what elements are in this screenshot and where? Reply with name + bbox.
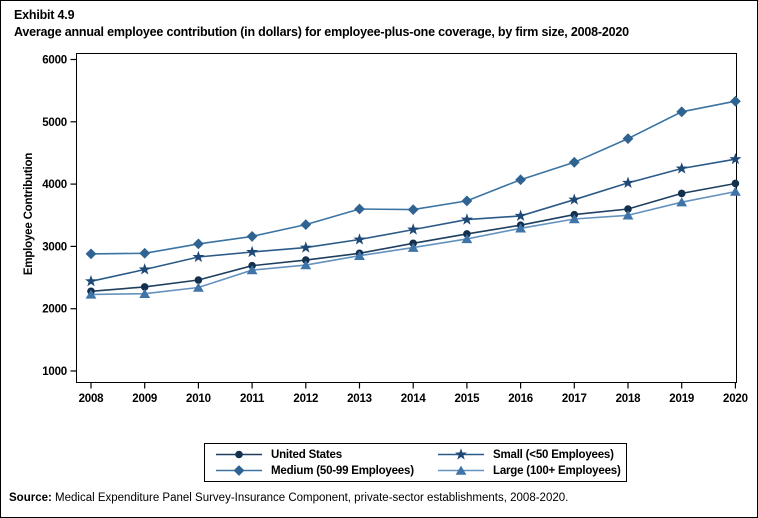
small-firms-star-marker-icon bbox=[438, 448, 484, 460]
data-point-diamond bbox=[622, 133, 634, 145]
data-point-diamond bbox=[568, 156, 580, 168]
data-point-star bbox=[85, 274, 97, 287]
data-point-star bbox=[514, 209, 527, 221]
x-tick-label: 2019 bbox=[669, 393, 694, 405]
data-point-diamond bbox=[730, 95, 741, 107]
plot-frame bbox=[76, 53, 737, 383]
data-point-star bbox=[138, 263, 151, 275]
data-point-diamond bbox=[676, 106, 688, 118]
data-point-triangle bbox=[139, 288, 151, 298]
y-tick-label: 4000 bbox=[42, 179, 67, 191]
data-point-circle bbox=[140, 283, 149, 291]
title-block: Exhibit 4.9 Average annual employee cont… bbox=[14, 7, 754, 41]
large-firms-triangle-marker-icon bbox=[438, 465, 484, 475]
x-tick-label: 2015 bbox=[455, 393, 481, 405]
data-point-star bbox=[455, 448, 467, 460]
x-tick-label: 2011 bbox=[240, 393, 265, 405]
x-tick-label: 2020 bbox=[723, 393, 748, 405]
series-medium-50-99-employees bbox=[85, 95, 741, 260]
legend-label: United States bbox=[271, 448, 342, 461]
legend-label: Large (100+ Employees) bbox=[493, 464, 621, 477]
data-point-star bbox=[192, 250, 205, 263]
chart-legend: United States Small (<50 Employees) Medi… bbox=[204, 443, 627, 482]
data-point-diamond bbox=[246, 231, 258, 242]
y-tick-label: 1000 bbox=[42, 366, 67, 378]
data-point-diamond bbox=[233, 465, 245, 476]
y-tick-label: 2000 bbox=[42, 304, 67, 316]
data-point-star bbox=[353, 233, 366, 245]
legend-entry-large: Large (100+ Employees) bbox=[436, 463, 621, 478]
data-point-triangle bbox=[407, 242, 419, 252]
x-tick-label: 2018 bbox=[616, 393, 642, 405]
legend-entry-medium: Medium (50-99 Employees) bbox=[214, 463, 436, 478]
y-tick-label: 6000 bbox=[42, 55, 67, 67]
series-united-states bbox=[87, 179, 740, 296]
data-point-diamond bbox=[139, 247, 151, 259]
data-point-triangle bbox=[193, 282, 204, 292]
data-point-star bbox=[246, 245, 259, 258]
source-label: Source: bbox=[9, 492, 52, 504]
data-point-circle bbox=[302, 256, 310, 264]
x-tick-label: 2014 bbox=[401, 393, 427, 405]
x-tick-label: 2009 bbox=[132, 393, 157, 405]
data-point-circle bbox=[677, 189, 686, 198]
data-point-triangle bbox=[515, 223, 526, 233]
data-point-triangle bbox=[676, 197, 688, 207]
source-note: Source: Medical Expenditure Panel Survey… bbox=[9, 492, 568, 504]
data-point-star bbox=[622, 176, 634, 188]
medium-firms-diamond-marker-icon bbox=[216, 465, 262, 476]
chart-title: Average annual employee contribution (in… bbox=[14, 25, 629, 39]
x-tick-label: 2012 bbox=[293, 393, 318, 405]
line-chart: 1000 2000 3000 4000 5000 6000 2008 2009 2010 2011… bbox=[23, 53, 748, 405]
data-point-diamond bbox=[461, 195, 473, 207]
data-point-circle bbox=[731, 179, 740, 188]
data-point-triangle bbox=[354, 250, 365, 260]
legend-entry-small: Small (<50 Employees) bbox=[436, 447, 621, 462]
x-tick-label: 2016 bbox=[508, 393, 533, 405]
data-point-circle bbox=[624, 205, 632, 213]
exhibit-label: Exhibit 4.9 bbox=[14, 8, 75, 22]
source-text: Medical Expenditure Panel Survey-Insuran… bbox=[51, 492, 569, 504]
series-line bbox=[90, 158, 736, 283]
y-axis-label: Employee Contribution bbox=[23, 153, 35, 275]
data-point-diamond bbox=[85, 248, 97, 260]
legend-label: Small (<50 Employees) bbox=[493, 448, 614, 461]
series-large-100-employees bbox=[85, 186, 741, 299]
data-point-circle bbox=[463, 230, 471, 238]
data-point-diamond bbox=[354, 203, 365, 215]
series-line bbox=[90, 182, 736, 293]
legend-entry-united-states: United States bbox=[214, 447, 436, 462]
data-point-star bbox=[299, 241, 312, 253]
data-point-circle bbox=[194, 276, 203, 284]
x-tick-label: 2010 bbox=[186, 393, 211, 405]
data-point-diamond bbox=[300, 219, 312, 230]
data-point-diamond bbox=[515, 174, 526, 186]
data-point-triangle bbox=[461, 234, 473, 244]
data-point-diamond bbox=[193, 238, 204, 250]
data-point-triangle bbox=[85, 289, 97, 299]
y-tick-label: 3000 bbox=[42, 241, 67, 253]
data-point-star bbox=[460, 213, 473, 225]
data-point-star bbox=[407, 223, 420, 235]
legend-label: Medium (50-99 Employees) bbox=[271, 464, 414, 477]
x-tick-label: 2013 bbox=[347, 393, 372, 405]
data-point-triangle bbox=[455, 465, 467, 475]
data-point-star bbox=[568, 193, 581, 205]
united-states-line-marker-icon bbox=[216, 450, 262, 459]
data-point-star bbox=[729, 152, 742, 165]
data-point-circle bbox=[235, 450, 243, 459]
data-point-triangle bbox=[568, 214, 580, 224]
series-small-50-employees bbox=[85, 152, 742, 287]
data-point-star bbox=[675, 162, 688, 174]
data-point-triangle bbox=[730, 186, 741, 196]
data-point-triangle bbox=[246, 265, 258, 275]
data-point-triangle bbox=[300, 260, 312, 270]
y-tick-label: 5000 bbox=[42, 117, 67, 129]
data-point-triangle bbox=[622, 210, 634, 220]
x-tick-label: 2017 bbox=[562, 393, 587, 405]
x-tick-label: 2008 bbox=[79, 393, 105, 405]
data-point-diamond bbox=[407, 204, 419, 216]
